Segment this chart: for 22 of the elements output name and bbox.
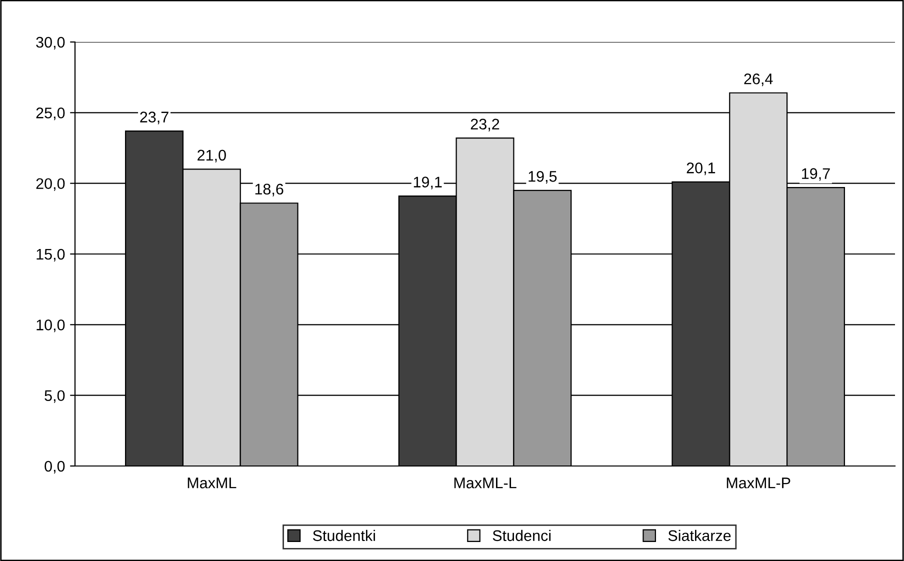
data-label: 19,5 — [528, 171, 557, 184]
data-label: 23,2 — [470, 118, 500, 132]
data-label: 20,1 — [686, 162, 716, 176]
data-label: 19,1 — [414, 176, 442, 190]
legend-label: Studentki — [312, 530, 375, 542]
x-tick-label: MaxML-P — [726, 478, 790, 488]
data-label: 19,7 — [802, 168, 830, 181]
y-tick-label: 5,0 — [44, 390, 65, 403]
data-label: 18,6 — [255, 184, 284, 196]
y-tick-label: 15,0 — [36, 248, 65, 262]
y-tick-label: 25,0 — [36, 108, 65, 120]
x-tick-label: MaxML-L — [454, 478, 516, 488]
data-label: 21,0 — [198, 150, 226, 162]
legend-label: Siatkarze — [668, 530, 731, 542]
y-tick-label: 0,0 — [44, 460, 65, 474]
data-label: 26,4 — [744, 73, 773, 86]
y-tick-label: 10,0 — [36, 320, 65, 332]
y-tick-label: 20,0 — [36, 178, 65, 191]
y-tick-label: 30,0 — [36, 36, 65, 50]
data-label: 23,7 — [140, 112, 168, 124]
legend-label: Studenci — [492, 530, 551, 542]
x-tick-label: MaxML — [188, 478, 236, 488]
